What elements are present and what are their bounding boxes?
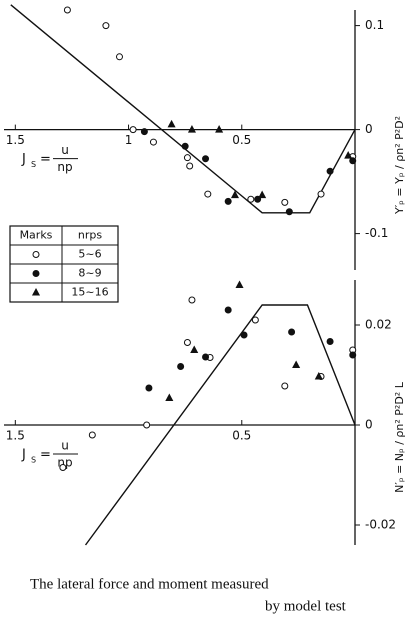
legend-header: nrps [78, 229, 102, 242]
marker-open-circle [251, 316, 259, 324]
marker-triangle [258, 190, 267, 199]
marker-triangle [344, 151, 353, 159]
caption: The lateral force and moment measured [30, 576, 269, 592]
marker-triangle [215, 125, 224, 133]
marker-open-circle [59, 464, 67, 471]
legend-label: 8~9 [78, 267, 101, 280]
marker-filled-circle [349, 351, 357, 359]
x-label: u [61, 439, 69, 453]
marker-open-circle [129, 126, 137, 134]
y-tick-label: -0.1 [365, 226, 388, 240]
marker-triangle [165, 393, 174, 401]
marker-filled-circle [202, 155, 210, 163]
marker-filled-circle [181, 142, 189, 150]
x-label: S [31, 160, 36, 169]
caption: by model test [265, 598, 347, 614]
legend-label: 15~16 [71, 286, 108, 299]
x-label: = [40, 152, 51, 167]
legend-marker [32, 251, 40, 258]
marker-triangle [314, 371, 323, 380]
marker-filled-circle [145, 384, 153, 392]
marker-open-circle [281, 382, 289, 390]
x-label: S [31, 456, 36, 465]
marker-open-circle [183, 154, 191, 162]
marker-triangle [167, 119, 176, 128]
x-tick-label: 1.5 [6, 429, 25, 443]
y-tick-label: -0.02 [365, 518, 396, 532]
legend-marker [32, 270, 40, 277]
x-label: u [61, 143, 69, 157]
marker-filled-circle [224, 197, 232, 205]
marker-open-circle [149, 138, 157, 146]
marker-filled-circle [349, 157, 357, 165]
marker-open-circle [188, 296, 196, 304]
marker-filled-circle [326, 338, 334, 345]
marker-triangle [235, 280, 244, 288]
curve [10, 4, 356, 214]
marker-open-circle [88, 431, 96, 439]
x-tick-label: 1 [125, 133, 133, 147]
curve [84, 304, 356, 546]
legend-header: Marks [20, 229, 53, 242]
marker-filled-circle [288, 328, 296, 336]
y-tick-label: 0.1 [365, 18, 384, 32]
x-tick-label: 0.5 [232, 429, 251, 443]
marker-filled-circle [224, 306, 232, 314]
marker-open-circle [281, 198, 289, 206]
legend-label: 5~6 [78, 248, 101, 261]
marker-triangle [292, 360, 301, 368]
marker-triangle [190, 345, 199, 353]
marker-triangle [230, 190, 240, 199]
marker-filled-circle [140, 128, 148, 136]
marker-filled-circle [202, 353, 210, 361]
y-label: N′ₚ = Nₚ / ρn² P²D² L [393, 381, 406, 493]
marker-filled-circle [285, 208, 293, 216]
marker-filled-circle [326, 167, 334, 175]
legend: Marks nrps 5~6 8~9 15~16 [9, 225, 119, 303]
y-tick-label: 0 [365, 418, 373, 432]
marker-filled-circle [240, 331, 248, 339]
marker-open-circle [186, 162, 194, 170]
marker-open-circle [115, 53, 123, 61]
marker-open-circle [204, 190, 212, 198]
x-label: = [40, 448, 51, 463]
marker-open-circle [63, 6, 71, 14]
marker-open-circle [183, 339, 191, 346]
marker-open-circle [143, 421, 151, 429]
marker-open-circle [247, 195, 255, 203]
x-tick-label: 0.5 [232, 133, 251, 147]
marker-filled-circle [177, 363, 185, 370]
x-label: J [21, 152, 26, 167]
y-label: Y′ₚ = Yₚ / ρn² P²D² [393, 116, 406, 215]
marker-open-circle [317, 190, 325, 198]
marker-triangle [187, 125, 196, 133]
y-tick-label: 0.02 [365, 318, 392, 332]
marker-open-circle [102, 22, 110, 30]
x-tick-label: 1.5 [6, 133, 25, 147]
x-label: J [21, 448, 26, 463]
x-label: np [57, 160, 72, 174]
legend-marker [31, 287, 41, 296]
y-tick-label: 0 [365, 122, 373, 136]
